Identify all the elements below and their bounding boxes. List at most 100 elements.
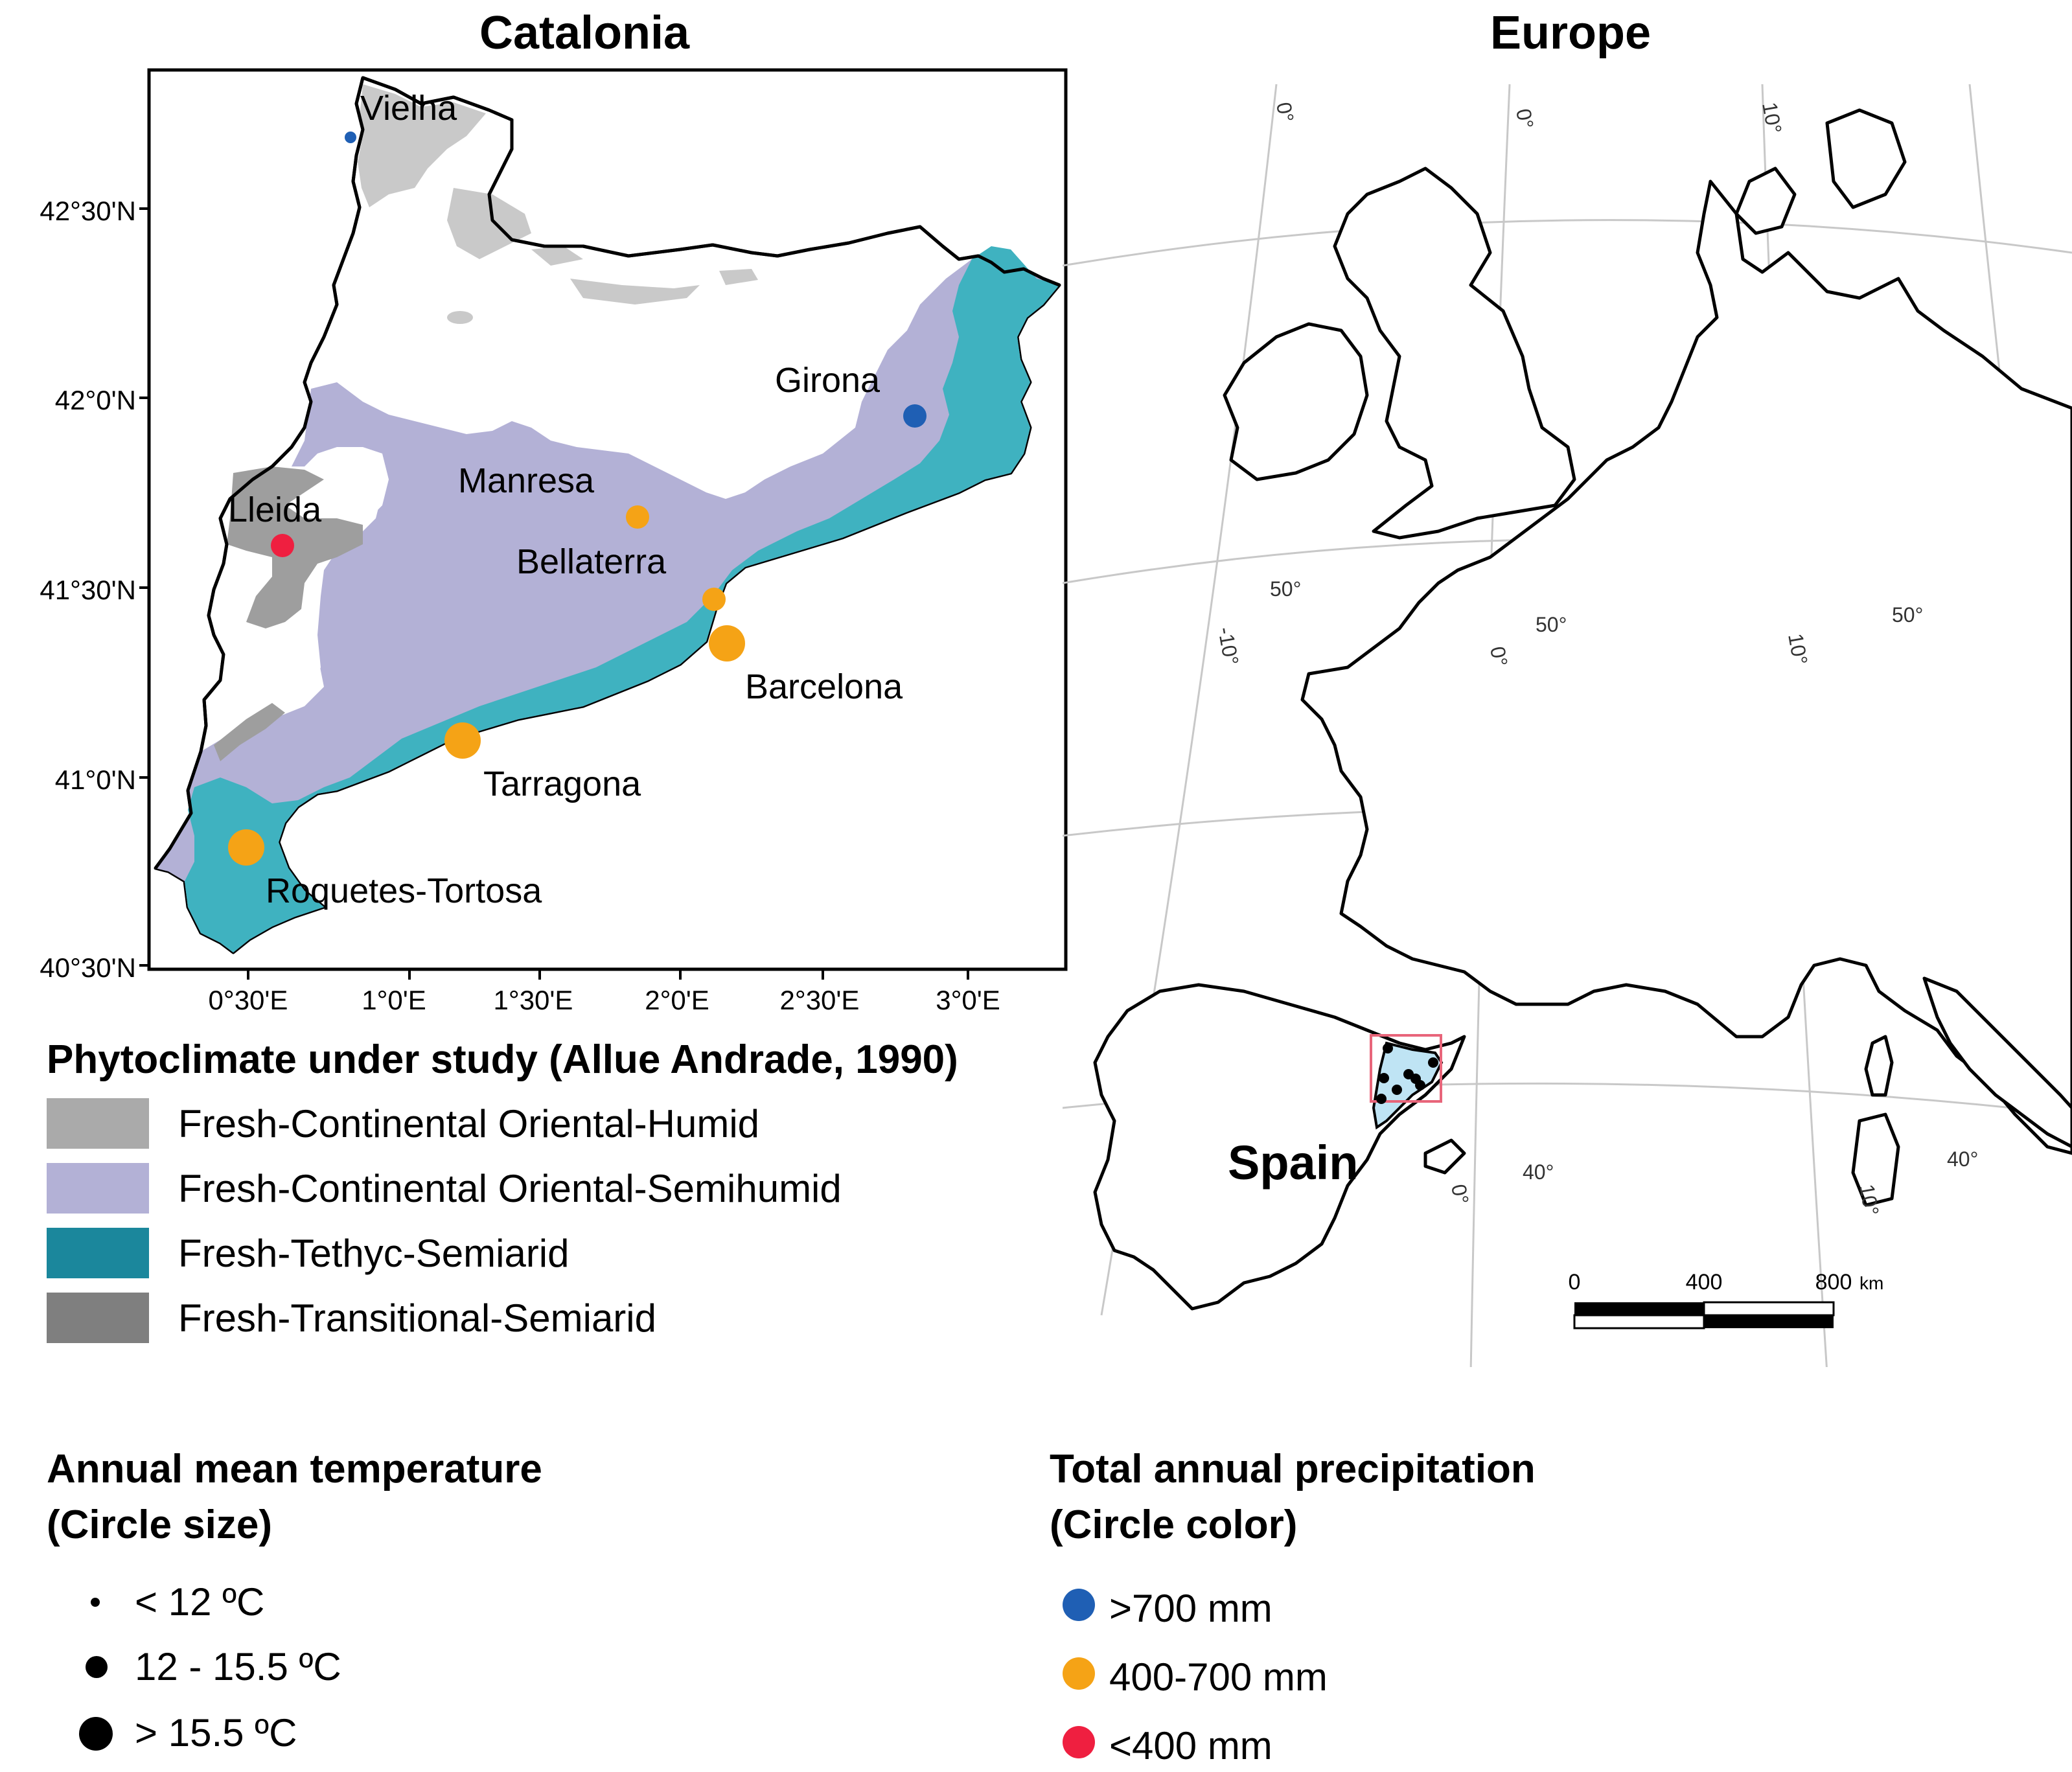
precip-label-mid: 400-700 mm [1109,1655,1328,1699]
scale-label-400: 400 [1686,1270,1723,1294]
inset-dot-vielha [1383,1043,1393,1053]
scale-label-800: 800 [1815,1270,1852,1294]
graticule-label-12: 40° [1947,1147,1978,1171]
inset-dot-roquetes-tortosa [1376,1094,1387,1104]
graticule-label-5: -10° [1214,625,1243,667]
catalonia-map: 42°30'N 42°0'N 41°30'N 41°0'N 40°30'N 0°… [40,68,1068,1011]
ireland [1223,322,1369,481]
city-label-vielha: Vielha [360,89,457,128]
graticule-label-8: 10° [1784,632,1812,667]
italy [1922,976,2072,1149]
city-dot-lleida [271,534,294,557]
temp-dot-small [91,1598,100,1607]
precip-dot-low [1063,1726,1095,1758]
precip-label-high: >700 mm [1109,1587,1272,1630]
catalonia-west-border [154,77,365,869]
humid-zone [358,84,486,207]
city-label-manresa: Manresa [458,461,595,500]
continental-europe [1300,179,2072,1155]
inset-dot-tarragona [1392,1085,1402,1095]
phyto-label-humid: Fresh-Continental Oriental-Humid [178,1102,760,1145]
scale-bar: 0 400 800 km [1569,1270,1883,1329]
catalonia-title: Catalonia [479,7,690,59]
phyto-legend-title: Phytoclimate under study (Allue Andrade,… [47,1037,958,1082]
catalonia-inset-box [1370,1034,1442,1103]
temp-label-medium: 12 - 15.5 ºC [135,1645,341,1688]
scale-bar-seg-3 [1703,1301,1835,1317]
scale-unit: km [1859,1273,1883,1293]
phyto-label-semiarid: Fresh-Tethyc-Semiarid [178,1232,570,1275]
scale-bar-seg-2 [1573,1314,1705,1329]
precip-legend-title: Total annual precipitation [1050,1447,1536,1491]
scale-bar-seg-1 [1574,1302,1704,1315]
europe-title: Europe [1490,7,1652,59]
city-dot-roquetes-tortosa [228,829,264,866]
graticule-label-4: 50° [1270,577,1301,601]
city-dot-manresa [626,505,649,529]
spain-label: Spain [1228,1136,1358,1190]
inset-dot-barcelona [1415,1080,1425,1090]
sardinia [1851,1112,1900,1207]
precip-dot-high [1063,1589,1095,1621]
city-dot-tarragona [444,722,481,759]
city-label-roquetes-tortosa: Roquetes-Tortosa [266,871,542,910]
lat-label-1: 42°30'N [40,196,136,226]
catalonia-border [362,76,1060,287]
humid-zone-5 [531,246,583,266]
inset-dot-lleida [1379,1073,1389,1083]
phyto-label-transitional: Fresh-Transitional-Semiarid [178,1296,656,1340]
balearic-islands [1423,1138,1466,1175]
city-dot-vielha [345,132,356,143]
graticule-label-11: 0° [1447,1182,1473,1206]
semiarid-zone [185,246,1059,952]
humid-zone-4 [719,269,758,285]
lon-label-6: 3°0'E [936,985,1000,1011]
graticule-parallel-1 [1063,219,2072,267]
lon-label-5: 2°30'E [780,985,860,1011]
graticule-label-10: 40° [1523,1160,1554,1184]
inset-dot-girona [1428,1057,1438,1068]
catalonia-map-frame [147,68,1068,971]
graticule-label-2: 0° [1512,107,1538,130]
phyto-swatch-semihumid [47,1163,149,1214]
city-dot-bellaterra [702,588,726,611]
temp-dot-medium [86,1656,108,1678]
graticule-label-9: 50° [1892,603,1923,627]
sweden [1825,108,1907,209]
phyto-swatch-semiarid [47,1228,149,1278]
great-britain [1333,167,1576,540]
phyto-swatch-humid [47,1098,149,1149]
corsica [1864,1035,1894,1097]
phyto-swatch-transitional [47,1293,149,1343]
city-dot-barcelona [709,625,745,662]
temp-label-large: > 15.5 ºC [135,1711,297,1755]
lon-label-2: 1°0'E [362,985,426,1011]
city-label-tarragona: Tarragona [483,765,641,803]
lat-label-5: 40°30'N [40,952,136,983]
city-label-bellaterra: Bellaterra [516,542,667,581]
precip-dot-mid [1063,1657,1095,1690]
lon-label-4: 2°0'E [645,985,709,1011]
city-label-girona: Girona [775,361,881,400]
temp-label-small: < 12 ºC [135,1580,265,1624]
lat-label-2: 42°0'N [55,385,136,415]
transitional-zone [227,466,363,628]
catalonia-inset [1372,1041,1444,1130]
scale-label-0: 0 [1569,1270,1581,1294]
lat-label-3: 41°30'N [40,575,136,605]
humid-zone-3 [570,279,700,305]
denmark [1734,167,1797,235]
city-label-lleida: Lleida [228,490,322,529]
lon-label-1: 0°30'E [209,985,288,1011]
graticule-label-7: 0° [1486,645,1512,668]
graticule-label-3: 10° [1758,100,1786,135]
lat-label-4: 41°0'N [55,765,136,795]
semihumid-zone [155,259,1059,952]
temp-dot-large [79,1717,113,1751]
humid-zone-2 [447,188,531,259]
scale-bar-seg-4 [1704,1315,1834,1328]
graticule-label-6: 50° [1536,613,1567,636]
precip-label-low: <400 mm [1109,1724,1272,1767]
city-dot-girona [903,404,927,428]
temp-legend-subtitle: (Circle size) [47,1502,273,1547]
